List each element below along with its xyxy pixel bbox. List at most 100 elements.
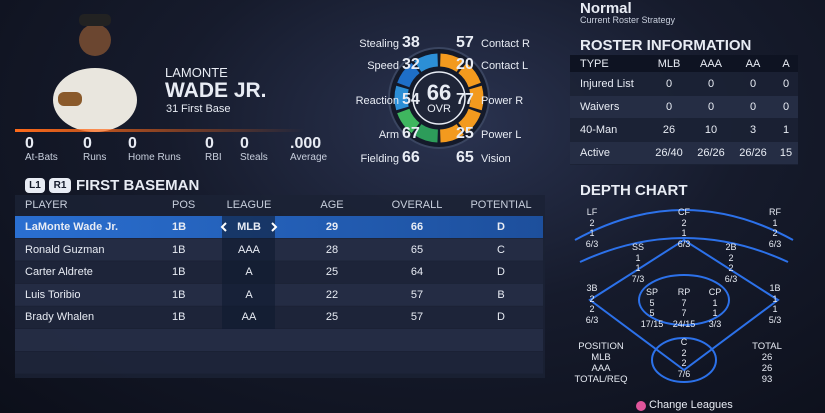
overall-value: 66 [426, 80, 452, 105]
depth-mlb: 1 [772, 217, 778, 228]
depth-mlb: 1 [635, 252, 641, 263]
lineup-cell: 66 [410, 221, 424, 233]
depth-pos: 3B [586, 283, 598, 293]
ring-segment [439, 53, 464, 73]
lineup-cell: 1B [172, 288, 186, 301]
lineup-column: POTENTIAL [470, 199, 532, 211]
depth-total: 26 [761, 352, 773, 363]
depth-total: 6/3 [768, 238, 782, 249]
ring-segment [397, 108, 420, 134]
player-position: First Base [181, 103, 231, 115]
depth-total: 24/15 [672, 318, 696, 329]
lineup-cell: 64 [410, 266, 424, 279]
depth-total: 3/3 [708, 318, 722, 329]
depth-legend: MLB [591, 352, 611, 363]
depth-total: 6/3 [724, 273, 738, 284]
depth-aaa: 2 [681, 358, 687, 368]
roster-cell: 0 [707, 101, 715, 113]
roster-cell: 0 [707, 78, 715, 90]
roster-row-bg [570, 96, 798, 118]
depth-total: 6/3 [585, 238, 599, 249]
depth-aaa: 2 [772, 228, 778, 238]
ring-segment [394, 85, 409, 111]
roster-cell: 0 [749, 101, 757, 113]
roster-cell: 26 [662, 124, 676, 136]
lineup-title: FIRST BASEMAN [76, 177, 200, 194]
depth-aaa: 1 [712, 308, 718, 318]
attribute-label: Stealing [359, 38, 399, 50]
lineup-cell: Ronald Guzman [25, 243, 105, 256]
ring-segment [458, 108, 481, 134]
depth-pos: SP [645, 287, 659, 297]
lineup-cell: 25 [325, 311, 339, 324]
lineup-cell: A [245, 288, 253, 301]
player-portrait [53, 14, 137, 132]
depth-pos: 1B [769, 283, 781, 293]
attribute-value: 38 [402, 34, 420, 51]
ring-segment [414, 123, 439, 143]
depth-mlb: 5 [649, 297, 655, 308]
ring-segment [458, 62, 481, 88]
depth-mlb: 2 [589, 293, 595, 304]
roster-cell: 0 [665, 101, 673, 113]
lineup-cell: 1B [172, 311, 186, 324]
lineup-cell: 25 [325, 266, 339, 279]
lineup-cell: B [497, 288, 505, 301]
lineup-row-bg [15, 216, 543, 238]
stat-label: RBI [205, 152, 222, 163]
strategy-subtitle: Current Roster Strategy [580, 15, 676, 25]
roster-header-bg [570, 55, 798, 72]
ring-segment [414, 53, 439, 73]
overall-label: OVR [427, 103, 451, 115]
attribute-label: Arm [378, 129, 399, 141]
overall-ring [388, 47, 490, 149]
attribute-label: Contact R [481, 38, 530, 50]
roster-row-bg [570, 142, 798, 164]
lineup-cell: 22 [325, 288, 339, 301]
depth-pos: CF [678, 207, 690, 217]
depth-total: 26 [761, 363, 773, 374]
stat-label: Home Runs [128, 152, 181, 163]
depth-pos: 2B [725, 242, 737, 252]
lineup-column: LEAGUE [226, 199, 272, 211]
stat-label: At-Bats [25, 152, 58, 163]
depth-total: 93 [761, 374, 773, 385]
depth-mlb: 1 [772, 293, 778, 304]
lineup-cell: 57 [410, 311, 424, 324]
depth-mlb: 2 [589, 217, 595, 228]
lineup-cell: D [497, 266, 505, 279]
lineup-cell: D [497, 221, 505, 233]
change-leagues: Change Leagues [649, 399, 733, 411]
name-underline [15, 129, 305, 132]
depth-aaa: 1 [635, 263, 641, 273]
roster-cell: 10 [704, 124, 718, 136]
depth-legend: TOTAL/REQ [574, 374, 628, 385]
depth-total: 6/3 [677, 238, 691, 249]
attribute-value: 77 [456, 91, 474, 108]
attribute-label: Fielding [360, 153, 399, 165]
lineup-cell: LaMonte Wade Jr. [25, 221, 119, 233]
lineup-cell: 1B [172, 266, 186, 279]
attribute-label: Power L [481, 129, 522, 141]
field-diagram [574, 209, 794, 383]
lineup-cell: Carter Aldrete [25, 266, 93, 279]
depth-total: TOTAL [752, 341, 782, 352]
roster-cell: 26/40 [655, 147, 683, 159]
attribute-value: 25 [456, 125, 474, 142]
depth-aaa: 1 [681, 228, 687, 238]
roster-cell: 15 [779, 147, 793, 159]
stat-value: .000 [290, 135, 322, 152]
lineup-column: POS [172, 199, 196, 211]
lineup-row-bg [15, 329, 543, 351]
lineup-cell: 29 [325, 221, 339, 233]
attribute-label: Power R [481, 95, 524, 107]
depth-pos: SS [631, 242, 645, 252]
attribute-label: Speed [367, 60, 399, 72]
attribute-value: 66 [402, 149, 420, 166]
strategy-title: Normal [580, 0, 632, 17]
attribute-value: 20 [456, 56, 474, 73]
roster-column: MLB [657, 58, 681, 70]
depth-aaa: 5 [649, 308, 655, 318]
